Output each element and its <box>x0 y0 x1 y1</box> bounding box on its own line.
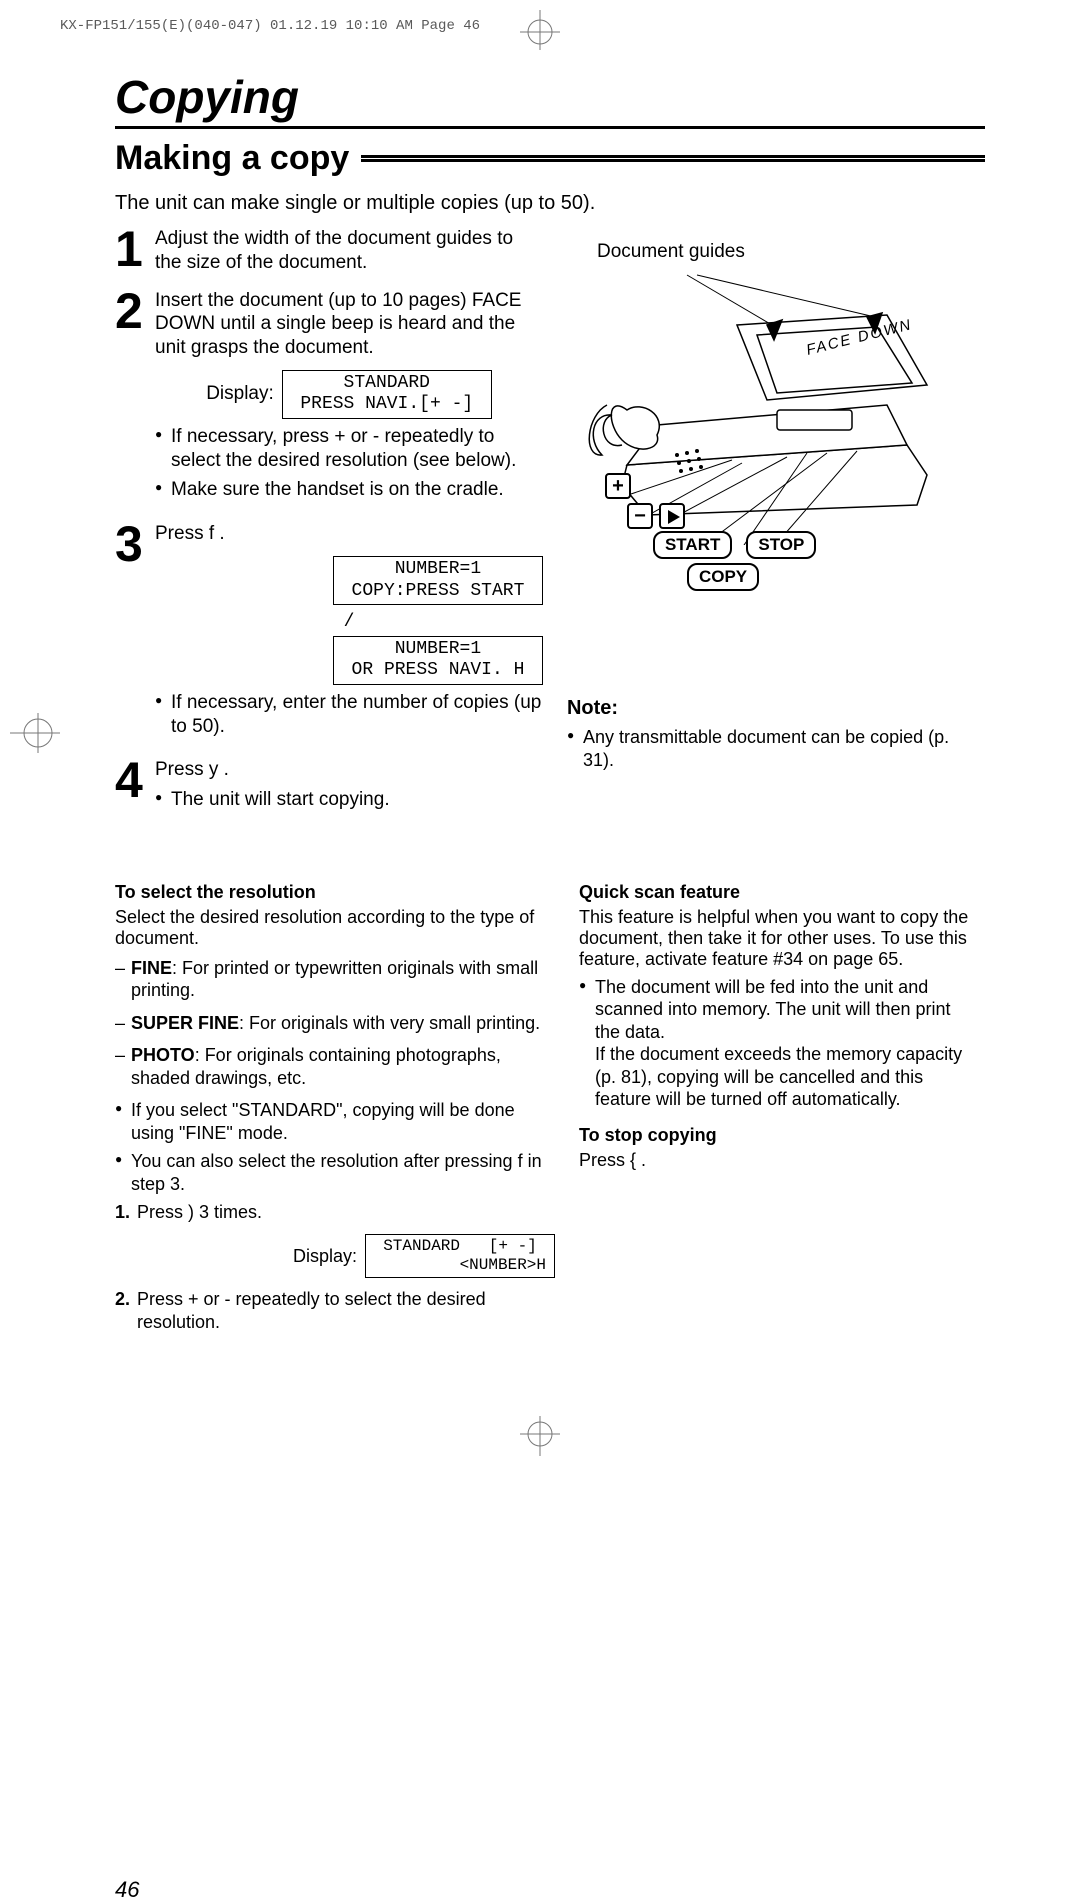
lcd-line: NUMBER=1 <box>395 639 481 659</box>
lcd-line: <NUMBER>H <box>374 1256 546 1275</box>
lcd-line: COPY:PRESS START <box>352 581 525 601</box>
step-body: Press y . The unit will start copying. <box>155 758 543 818</box>
step-text: Press f . <box>155 522 543 546</box>
text: The document will be fed into the unit a… <box>595 977 951 1042</box>
step-number: 3 <box>115 522 155 744</box>
step-body: Press f . NUMBER=1 COPY:PRESS START / NU… <box>155 522 543 744</box>
lcd-line: NUMBER=1 <box>395 559 481 579</box>
crop-mark-top <box>510 10 570 66</box>
lcd-display: NUMBER=1 COPY:PRESS START <box>333 556 543 605</box>
text: : For originals with very small printing… <box>239 1013 540 1033</box>
step-3: 3 Press f . NUMBER=1 COPY:PRESS START / … <box>115 522 543 744</box>
paragraph: Select the desired resolution according … <box>115 907 555 949</box>
sub-heading: Quick scan feature <box>579 882 979 903</box>
step-number: 4 <box>115 758 155 818</box>
stop-key-label: STOP <box>746 531 816 559</box>
bullet: If necessary, enter the number of copies… <box>155 691 543 739</box>
sub-heading: To select the resolution <box>115 882 555 903</box>
bullet: The document will be fed into the unit a… <box>579 976 979 1111</box>
page-content: Copying Making a copy The unit can make … <box>115 70 985 1343</box>
step-number: 2 <box>115 289 155 509</box>
lcd-display: NUMBER=1 OR PRESS NAVI. H <box>333 636 543 685</box>
note-heading: Note: <box>567 697 985 720</box>
crop-mark-bottom <box>510 1406 570 1462</box>
section-rule <box>361 155 985 162</box>
play-key-icon <box>659 503 685 529</box>
list-item: SUPER FINE: For originals with very smal… <box>115 1012 555 1035</box>
print-header: KX-FP151/155(E)(040-047) 01.12.19 10:10 … <box>60 18 480 34</box>
bullet: Make sure the handset is on the cradle. <box>155 478 543 502</box>
list-item: FINE: For printed or typewritten origina… <box>115 957 555 1002</box>
fax-diagram: Document guides <box>567 229 985 609</box>
step-body: Adjust the width of the document guides … <box>155 227 543 275</box>
display-alternator: / <box>155 611 543 634</box>
bullet: The unit will start copying. <box>155 788 543 812</box>
paragraph: This feature is helpful when you want to… <box>579 907 979 970</box>
step-2: 2 Insert the document (up to 10 pages) F… <box>115 289 543 509</box>
note-item: Any transmittable document can be copied… <box>567 726 985 771</box>
step-1: 1 Adjust the width of the document guide… <box>115 227 543 275</box>
step-text: Press y . <box>155 758 543 782</box>
sub-heading: To stop copying <box>579 1125 979 1146</box>
lcd-display: STANDARD [+ -] <NUMBER>H <box>365 1234 555 1278</box>
text: Press + or - repeatedly to select the de… <box>137 1289 486 1332</box>
start-key-label: START <box>653 531 732 559</box>
quickscan-section: Quick scan feature This feature is helpf… <box>579 882 979 1343</box>
text: Press ) 3 times. <box>137 1202 262 1222</box>
section-heading: Making a copy <box>115 139 985 178</box>
lcd-display: STANDARD PRESS NAVI.[+ -] <box>282 370 492 419</box>
step-number: 1 <box>115 227 155 275</box>
display-label: Display: <box>206 382 274 406</box>
text: : For printed or typewritten originals w… <box>131 958 538 1001</box>
lcd-line: STANDARD <box>344 373 430 393</box>
step-4: 4 Press y . The unit will start copying. <box>115 758 543 818</box>
resolution-section: To select the resolution Select the desi… <box>115 882 555 1343</box>
chapter-title: Copying <box>115 70 985 129</box>
lcd-line: PRESS NAVI.[+ -] <box>300 394 473 414</box>
display-label: Display: <box>293 1245 357 1268</box>
step-text: Insert the document (up to 10 pages) FAC… <box>155 289 543 360</box>
bold-label: FINE <box>131 958 172 978</box>
bullet: You can also select the resolution after… <box>115 1150 555 1195</box>
lcd-line: OR PRESS NAVI. H <box>352 660 525 680</box>
plus-key-icon: + <box>605 473 631 499</box>
intro-text: The unit can make single or multiple cop… <box>115 192 985 215</box>
text: If the document exceeds the memory capac… <box>595 1044 962 1109</box>
copy-key-label: COPY <box>687 563 759 591</box>
step-body: Insert the document (up to 10 pages) FAC… <box>155 289 543 509</box>
guides-label: Document guides <box>597 241 745 263</box>
lcd-line: STANDARD [+ -] <box>383 1237 537 1255</box>
section-title: Making a copy <box>115 139 361 178</box>
bullet: If you select "STANDARD", copying will b… <box>115 1099 555 1144</box>
paragraph: Press { . <box>579 1150 979 1171</box>
list-item: PHOTO: For originals containing photogra… <box>115 1044 555 1089</box>
numbered-step: 2.Press + or - repeatedly to select the … <box>115 1288 555 1333</box>
diagram-column: Document guides <box>567 227 985 832</box>
bold-label: SUPER FINE <box>131 1013 239 1033</box>
minus-key-icon: − <box>627 503 653 529</box>
steps-column: 1 Adjust the width of the document guide… <box>115 227 543 832</box>
bold-label: PHOTO <box>131 1045 195 1065</box>
bullet: If necessary, press + or - repeatedly to… <box>155 425 543 473</box>
numbered-step: 1.Press ) 3 times. Display: STANDARD [+ … <box>115 1201 555 1278</box>
page-number: 46 <box>115 1877 139 1903</box>
